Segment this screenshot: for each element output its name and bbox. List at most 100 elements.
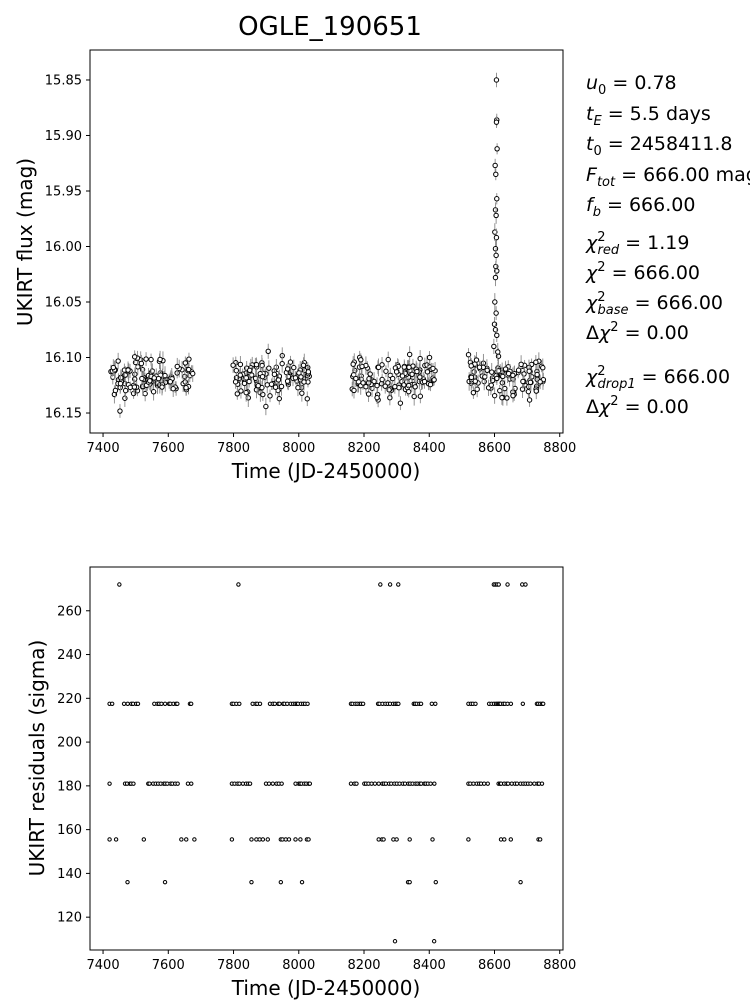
data-point — [287, 359, 294, 365]
residual-point — [372, 781, 378, 786]
y-tick-label: 240 — [57, 648, 82, 663]
data-point — [406, 351, 413, 358]
residual-point — [141, 837, 147, 842]
residual-point — [431, 939, 437, 944]
data-point — [186, 366, 192, 373]
data-point — [495, 349, 501, 355]
y-tick-label: 180 — [57, 779, 82, 794]
data-point — [260, 391, 266, 398]
data-point — [492, 274, 499, 281]
data-point — [393, 369, 400, 375]
residual-point — [354, 781, 359, 786]
data-point — [143, 356, 149, 362]
residual-point — [125, 701, 130, 706]
residual-point — [107, 781, 112, 786]
data-point — [492, 229, 498, 235]
residual-point — [286, 837, 292, 842]
data-point — [138, 360, 145, 367]
data-point — [278, 383, 285, 390]
x-tick-label: 8600 — [478, 441, 511, 456]
data-point — [375, 364, 382, 371]
y-tick-label: 16.05 — [45, 296, 82, 311]
residual-point — [541, 701, 546, 706]
residual-point — [162, 879, 168, 885]
data-point — [414, 368, 420, 375]
data-point — [374, 394, 380, 401]
x-tick-label: 7800 — [217, 441, 250, 456]
light-curve-x-ticks: 7400 7600 7800 8000 8200 8400 8600 8800 — [87, 433, 576, 456]
data-point — [174, 363, 180, 370]
data-point — [122, 387, 129, 394]
data-point — [148, 356, 154, 363]
data-point — [493, 119, 500, 125]
data-point — [117, 380, 124, 387]
data-point — [492, 299, 498, 305]
data-point — [358, 357, 364, 363]
x-tick-label: 8600 — [478, 958, 511, 973]
data-point — [411, 393, 417, 400]
data-point — [424, 369, 431, 375]
data-point — [170, 386, 176, 392]
residual-point — [298, 837, 303, 842]
y-tick-label: 16.00 — [45, 240, 82, 255]
x-tick-label: 7600 — [152, 441, 185, 456]
residual-point — [392, 939, 398, 944]
residual-point — [188, 701, 194, 706]
data-point — [390, 375, 396, 382]
residual-point — [508, 837, 514, 842]
data-point — [494, 196, 500, 202]
data-point — [421, 378, 428, 385]
data-point — [493, 234, 500, 241]
y-tick-label: 15.90 — [45, 129, 82, 144]
residual-point — [481, 781, 487, 786]
residual-point — [131, 781, 136, 786]
residual-point — [272, 701, 277, 706]
data-point — [117, 408, 123, 414]
residual-point — [376, 781, 381, 786]
x-tick-label: 7800 — [217, 958, 250, 973]
data-point — [182, 373, 188, 380]
data-point — [230, 362, 236, 368]
data-point — [430, 365, 436, 372]
data-point — [417, 393, 424, 399]
data-point — [527, 379, 534, 386]
data-point — [493, 212, 499, 219]
residual-point — [270, 781, 276, 786]
data-point — [493, 263, 499, 270]
data-point — [417, 374, 423, 380]
data-point — [157, 356, 163, 363]
data-point — [426, 354, 433, 361]
data-point — [417, 355, 423, 362]
data-point — [476, 364, 483, 370]
x-tick-label: 7600 — [152, 958, 185, 973]
x-tick-label: 8400 — [413, 441, 446, 456]
residual-point — [175, 701, 180, 706]
data-point — [534, 371, 540, 378]
light-curve-frame — [89, 49, 564, 434]
light-curve-y-label: UKIRT flux (mag) — [13, 158, 37, 326]
data-point — [147, 378, 153, 384]
data-point — [379, 376, 385, 383]
param-Ftot: Ftot = 666.00 mag — [586, 164, 750, 190]
data-point — [263, 403, 269, 410]
data-point — [135, 364, 141, 370]
residual-point — [121, 701, 127, 706]
residual-point — [249, 879, 254, 885]
y-tick-label: 220 — [57, 692, 82, 707]
light-curve-points — [108, 72, 547, 418]
residual-point — [117, 582, 122, 587]
data-point — [162, 372, 168, 379]
data-point — [491, 392, 498, 399]
residual-point — [179, 837, 184, 842]
residual-point — [387, 582, 393, 587]
data-point — [533, 388, 539, 394]
residual-point — [523, 582, 528, 587]
data-point — [382, 383, 388, 389]
residual-point — [537, 837, 543, 842]
data-point — [502, 366, 509, 372]
residual-point — [466, 837, 471, 842]
residual-point — [113, 837, 119, 842]
data-point — [492, 207, 499, 213]
residual-point — [147, 781, 152, 786]
